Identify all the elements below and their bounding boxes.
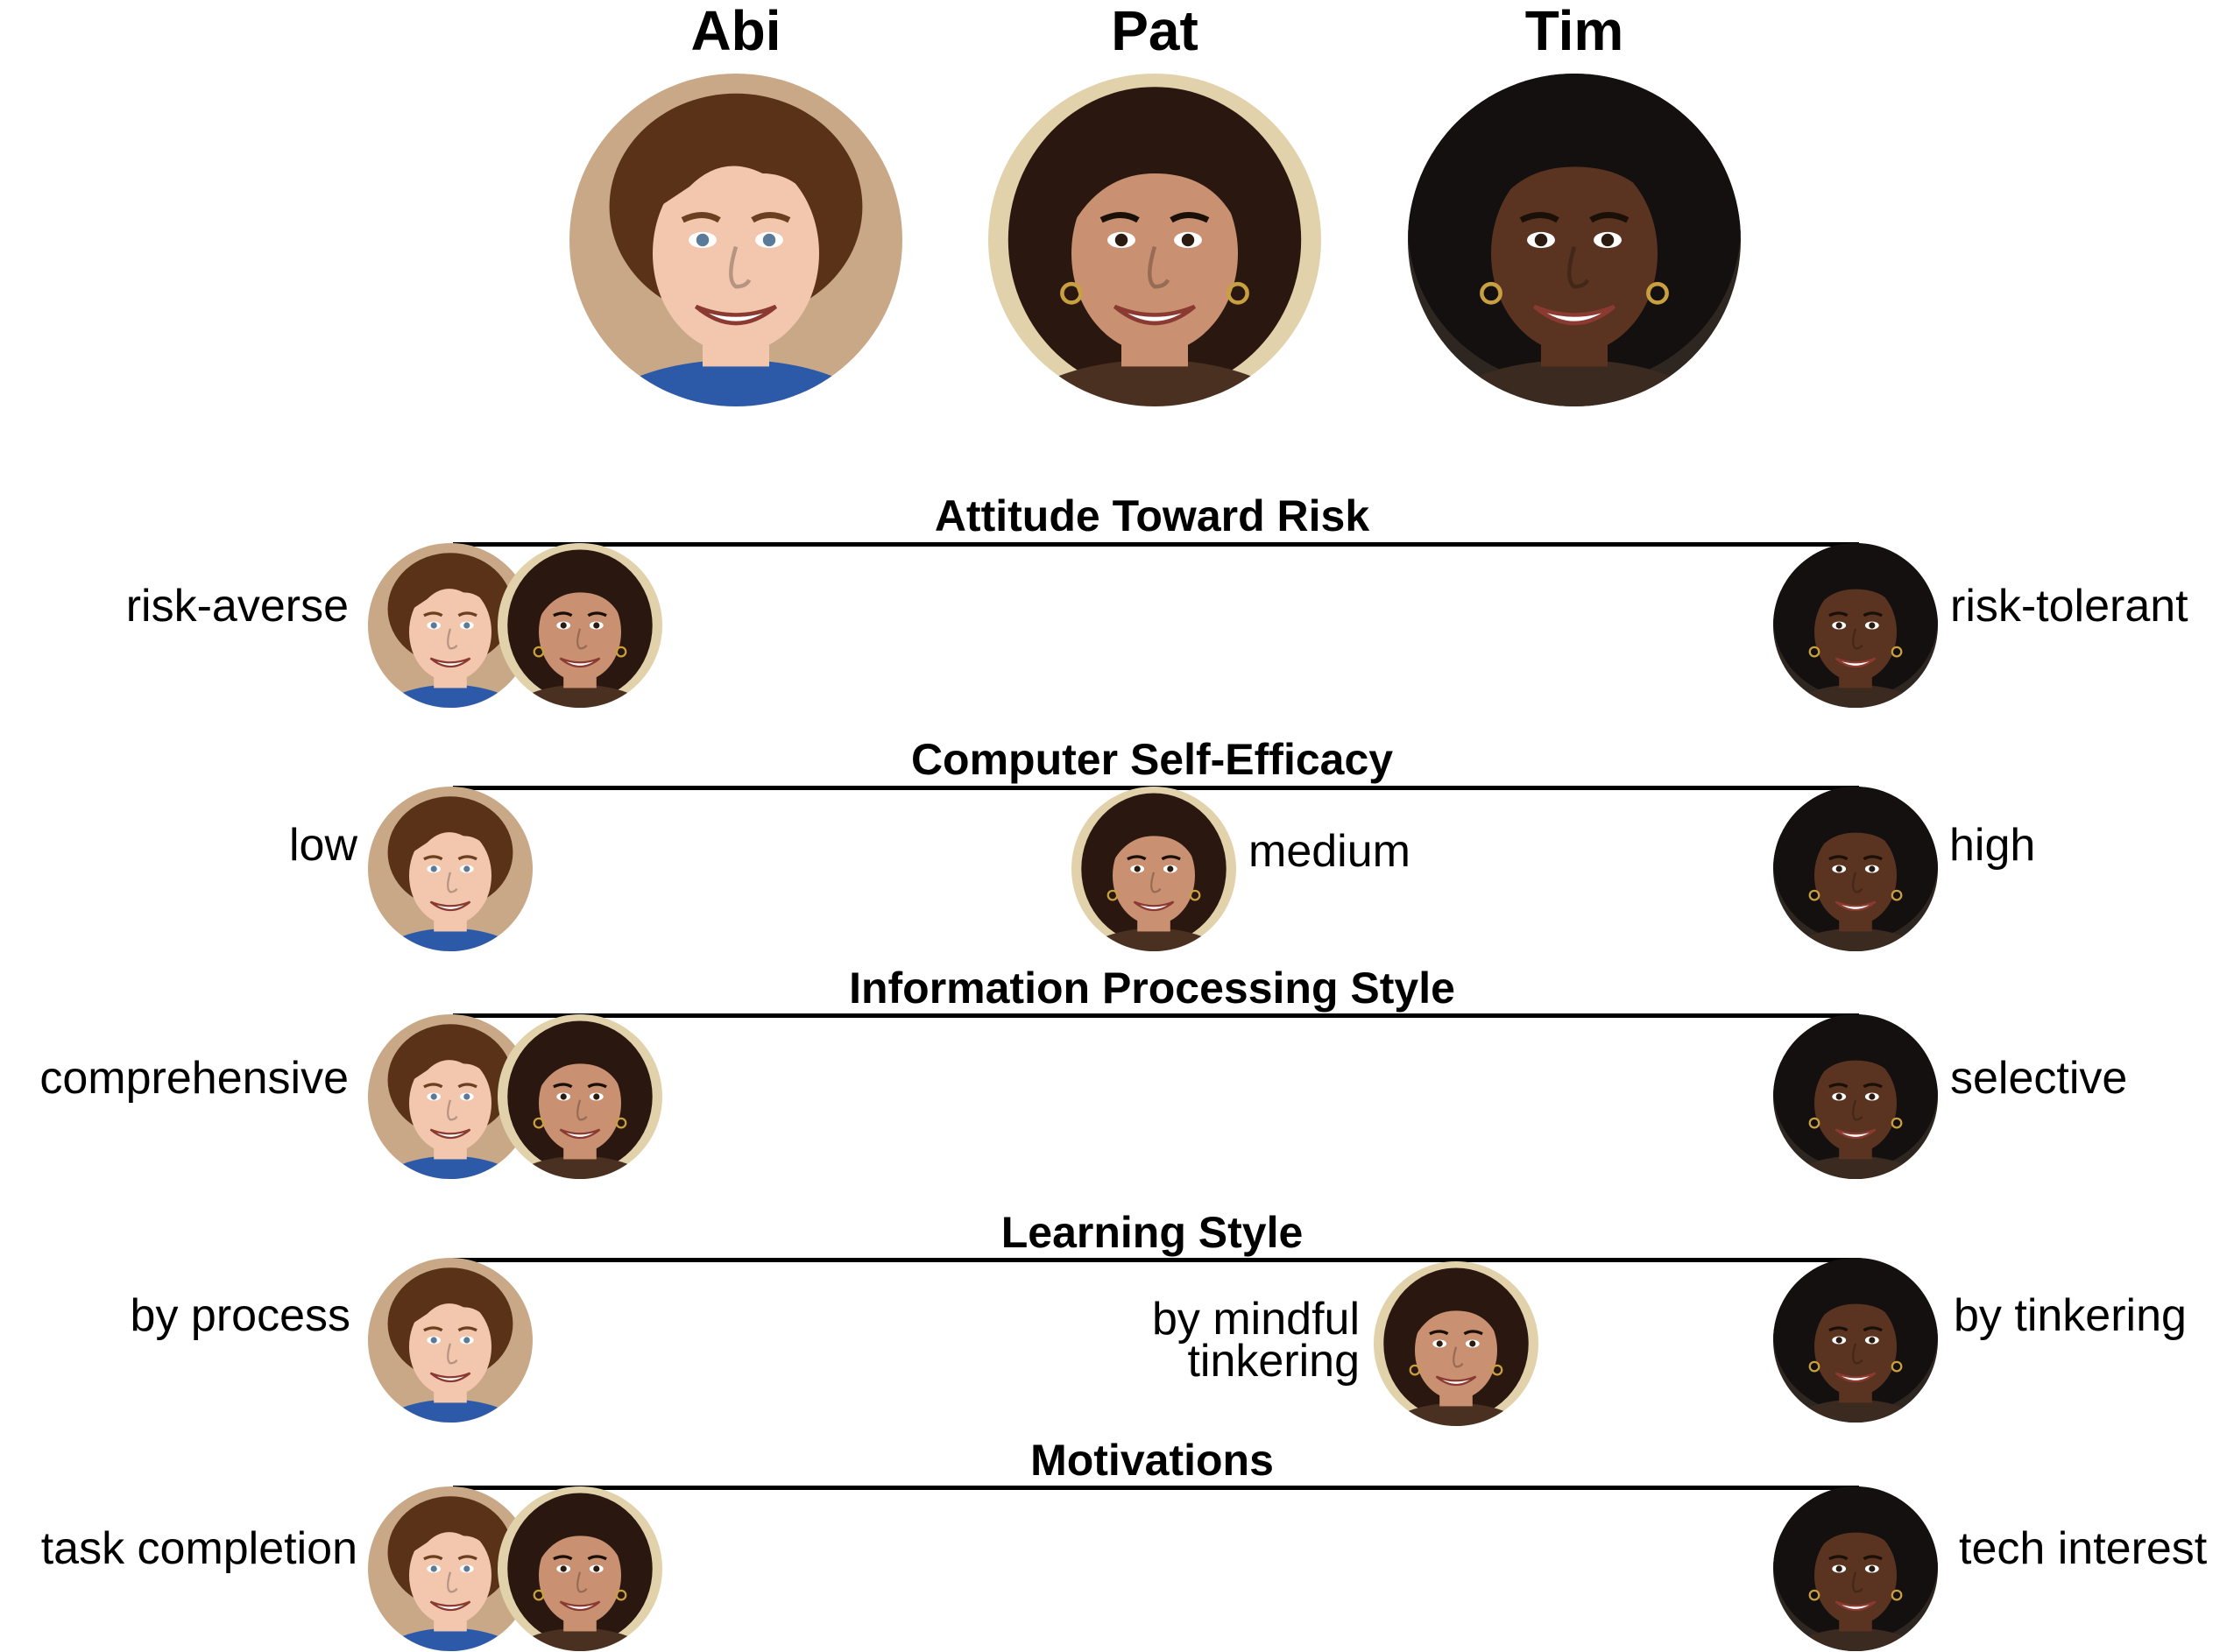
avatar-pat [1374, 1261, 1538, 1426]
facet-title-learning-style: Learning Style [1000, 1208, 1304, 1257]
persona-portrait-tim [1408, 74, 1741, 406]
avatar-abi [368, 1486, 533, 1651]
avatar-abi [368, 1014, 533, 1179]
pat-face-icon [498, 543, 662, 708]
middle-label-line-1: by mindful [1152, 1294, 1360, 1345]
facet-line-risk [453, 542, 1859, 547]
facet-title-motivations: Motivations [1030, 1436, 1274, 1485]
middle-label-line-2: tinkering [1187, 1336, 1360, 1387]
avatar-abi [368, 543, 533, 708]
avatar-tim [1773, 1486, 1938, 1651]
avatar-pat [1071, 787, 1236, 951]
tim-face-icon [1773, 1486, 1938, 1651]
facet-left-label-learning-style: by process [130, 1290, 350, 1341]
tim-face-icon [1408, 74, 1741, 406]
pat-face-icon [988, 74, 1321, 406]
avatar-tim [1773, 1258, 1938, 1423]
facet-middle-label-learning-style: by mindful tinkering [1051, 1294, 1360, 1387]
pat-face-icon [1374, 1261, 1538, 1426]
facet-line-motivations [453, 1486, 1859, 1490]
facet-right-label-self-efficacy: high [1949, 820, 2036, 871]
tim-face-icon [1773, 1014, 1938, 1179]
abi-face-icon [569, 74, 902, 406]
facet-left-label-info-processing: comprehensive [39, 1053, 349, 1104]
facet-title-risk: Attitude Toward Risk [934, 491, 1370, 540]
abi-face-icon [368, 1014, 533, 1179]
avatar-abi [368, 787, 533, 951]
facet-line-learning-style [453, 1258, 1859, 1262]
facet-left-label-motivations: task completion [40, 1523, 357, 1574]
abi-face-icon [368, 1486, 533, 1651]
tim-face-icon [1773, 787, 1938, 951]
persona-name-tim: Tim [1524, 0, 1624, 62]
facet-title-self-efficacy: Computer Self-Efficacy [910, 735, 1394, 784]
facet-title-info-processing: Information Processing Style [849, 964, 1455, 1013]
avatar-abi [368, 1258, 533, 1423]
avatar-tim [1773, 787, 1938, 951]
avatar-pat [498, 543, 662, 708]
abi-face-icon [368, 543, 533, 708]
facet-right-label-motivations: tech interest [1959, 1523, 2208, 1574]
facet-middle-label-self-efficacy: medium [1248, 826, 1410, 877]
pat-face-icon [498, 1486, 662, 1651]
tim-face-icon [1773, 543, 1938, 708]
avatar-tim [1773, 1014, 1938, 1179]
abi-face-icon [368, 787, 533, 951]
facet-right-label-info-processing: selective [1950, 1053, 2128, 1104]
facet-left-label-self-efficacy: low [288, 820, 357, 871]
avatar-pat [498, 1486, 662, 1651]
pat-face-icon [498, 1014, 662, 1179]
persona-portrait-abi [569, 74, 902, 406]
facet-left-label-risk: risk-averse [125, 581, 349, 632]
tim-face-icon [1773, 1258, 1938, 1423]
persona-name-abi: Abi [690, 0, 781, 62]
persona-portrait-pat [988, 74, 1321, 406]
facet-right-label-learning-style: by tinkering [1954, 1290, 2187, 1341]
facet-right-label-risk: risk-tolerant [1950, 581, 2188, 632]
pat-face-icon [1071, 787, 1236, 951]
persona-name-pat: Pat [1111, 0, 1198, 62]
facet-line-info-processing [453, 1013, 1859, 1018]
avatar-pat [498, 1014, 662, 1179]
abi-face-icon [368, 1258, 533, 1423]
avatar-tim [1773, 543, 1938, 708]
